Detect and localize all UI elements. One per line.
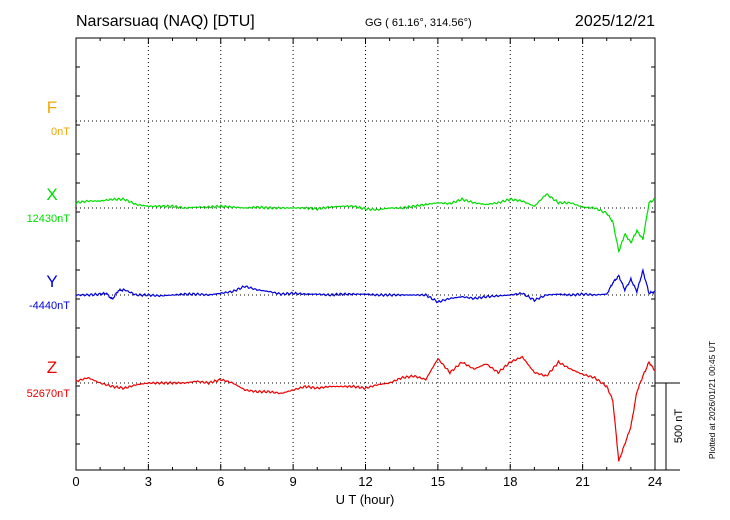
x-tick-label-18: 18 [503,474,517,489]
scale-bar-label: 500 nT [673,409,685,444]
component-name-f: F [47,98,57,117]
series-line-z [75,355,656,462]
x-tick-label-12: 12 [358,474,372,489]
x-tick-label-15: 15 [431,474,445,489]
scale-bar: 500 nT [655,382,685,471]
component-name-y: Y [46,272,57,291]
x-tick-label-6: 6 [217,474,224,489]
x-tick-label-0: 0 [72,474,79,489]
station-coords: GG ( 61.16°, 314.56°) [365,17,472,29]
plotted-at-note: Plotted at 2026/01/21 00:45 UT [707,341,717,459]
x-tick-label-3: 3 [145,474,152,489]
x-axis-label: U T (hour) [336,492,395,507]
component-name-x: X [46,185,57,204]
series-line-y [75,267,656,304]
x-tick-label-9: 9 [290,474,297,489]
component-baseline-f: 0nT [51,126,70,138]
grid-layer [76,38,655,470]
component-baseline-y: -4440nT [29,300,70,312]
component-labels: F 0nT X 12430nT Y -4440nT Z 52670nT [27,98,71,400]
x-tick-label-24: 24 [648,474,662,489]
station-title: Narsarsuaq (NAQ) [DTU] [76,13,255,30]
series-line-x [75,193,656,254]
plot-date: 2025/12/21 [575,13,655,30]
x-tick-label-21: 21 [575,474,589,489]
component-baseline-z: 52670nT [27,388,71,400]
x-axis-ticks: 0 3 6 9 12 15 18 21 24 [72,38,662,489]
series-layer [75,193,656,462]
component-name-z: Z [47,358,57,377]
component-baseline-x: 12430nT [27,213,71,225]
